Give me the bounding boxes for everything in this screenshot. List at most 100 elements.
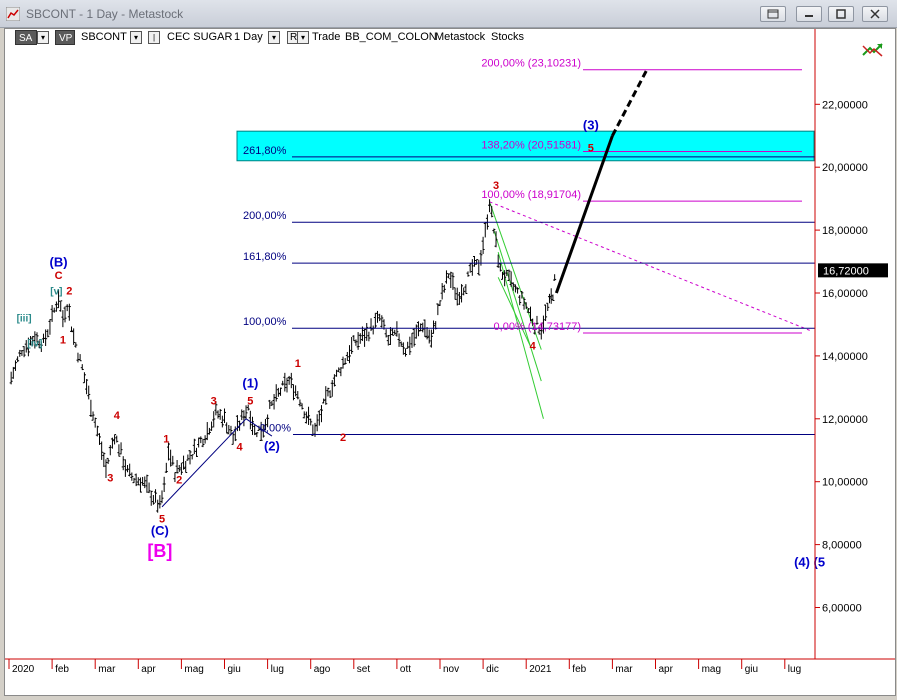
x-tick-label: mag <box>184 664 203 675</box>
period-label: 1 Day <box>234 31 263 43</box>
y-tick-label: 8,00000 <box>822 540 862 552</box>
fib-level-label: 161,80% <box>243 251 287 263</box>
x-tick-label: feb <box>572 664 586 675</box>
close-icon <box>870 9 880 19</box>
minimize-icon <box>805 15 813 17</box>
vp-button[interactable]: VP <box>55 30 75 45</box>
wave-label-red: 5 <box>588 142 594 154</box>
wave-label-red: 2 <box>66 286 72 298</box>
y-tick-label: 12,00000 <box>822 414 868 426</box>
fib-level-label: 200,00% (23,10231) <box>481 58 581 70</box>
x-tick-label: dic <box>486 664 499 675</box>
maximize-button[interactable] <box>828 6 854 22</box>
y-tick-label: 18,00000 <box>822 225 868 237</box>
channel-line <box>493 229 542 382</box>
buy-sell-arrows-icon[interactable] <box>861 41 885 59</box>
wave-label-blue: (B) <box>50 254 68 269</box>
x-tick-label: lug <box>788 664 801 675</box>
wave-label-red: 4 <box>530 341 537 353</box>
y-tick-label: 16,00000 <box>822 288 868 300</box>
wave-label-red: 3 <box>107 473 113 485</box>
projection-dashed-line <box>611 69 649 137</box>
fib-level-label: 138,20% (20,51581) <box>481 139 581 151</box>
minimize-button[interactable] <box>796 6 822 22</box>
wave-label-red: 5 <box>247 396 253 408</box>
r-dropdown[interactable]: ▾ <box>297 31 309 44</box>
wave-label-blue: (1) <box>242 375 258 390</box>
x-tick-label: 2020 <box>12 664 35 675</box>
security-selector[interactable]: | <box>148 31 160 44</box>
wave-label-red: 1 <box>60 334 66 346</box>
restore-layout-button[interactable] <box>760 6 786 22</box>
wave-label-red: 2 <box>340 432 346 444</box>
x-tick-label: feb <box>55 664 69 675</box>
fib-level-label: 100,00% <box>243 316 287 328</box>
wave-label-blue: (2) <box>264 438 280 453</box>
wave-label-red: 3 <box>493 180 499 192</box>
x-tick-label: lug <box>271 664 284 675</box>
wave-label-teal: [v] <box>50 287 62 298</box>
layout-icon <box>767 9 779 19</box>
x-tick-label: giu <box>228 664 241 675</box>
wave-label-red: 5 <box>159 514 165 526</box>
x-tick-label: apr <box>141 664 156 675</box>
trend-line <box>161 418 247 508</box>
trade-label[interactable]: Trade <box>312 31 341 43</box>
app-chart-icon <box>6 7 20 21</box>
chevron-down-icon: ▾ <box>133 33 138 42</box>
y-tick-label: 10,00000 <box>822 477 868 489</box>
app-name-label: Metastock <box>435 31 486 43</box>
period-dropdown[interactable]: ▾ <box>268 31 280 44</box>
symbol-dropdown[interactable]: ▾ <box>130 31 142 44</box>
trend-line <box>245 418 273 437</box>
y-tick-label: 20,00000 <box>822 162 868 174</box>
x-tick-label: nov <box>443 664 459 675</box>
x-tick-label: 2021 <box>529 664 552 675</box>
pipe-icon: | <box>152 33 156 42</box>
wave-label-red: 3 <box>211 396 217 408</box>
sa-dropdown[interactable]: ▾ <box>37 31 49 44</box>
chevron-down-icon: ▾ <box>40 33 45 42</box>
wave-label-red: 2 <box>176 474 182 486</box>
chevron-down-icon: ▾ <box>300 33 305 42</box>
fib-level-label: 0,00% <box>260 423 291 435</box>
last-price-label: 16,72000 <box>823 265 869 277</box>
fib-target-band <box>236 130 815 162</box>
wave-label-red: 4 <box>114 410 121 422</box>
type-label: Stocks <box>491 31 525 43</box>
fib-level-label: 261,80% <box>243 145 287 157</box>
y-tick-label: 14,00000 <box>822 351 868 363</box>
wave-label-teal: [iii] <box>17 313 32 324</box>
wave-label-red: C <box>55 270 63 282</box>
resistance-line <box>489 201 811 332</box>
wave-label-teal: [iv] <box>27 338 42 349</box>
source-label: BB_COM_COLON <box>345 31 437 43</box>
maximize-icon <box>836 9 846 19</box>
security-name: CEC SUGAR <box>167 31 233 43</box>
title-bar[interactable]: SBCONT - 1 Day - Metastock <box>0 0 897 28</box>
price-chart[interactable]: 261,80% 200,00% 161,80% 100,00% 200,00% (23,… <box>5 29 895 695</box>
fib-level-label: 200,00% <box>243 210 287 222</box>
wave-label-red: 1 <box>295 358 301 370</box>
sa-button[interactable]: SA <box>15 30 37 45</box>
wave-label-red: 1 <box>163 433 169 445</box>
symbol-label: SBCONT <box>81 31 127 43</box>
x-tick-label: mar <box>615 664 633 675</box>
chevron-down-icon: ▾ <box>271 33 276 42</box>
x-tick-label: mag <box>702 664 721 675</box>
projection-line <box>554 135 614 294</box>
y-tick-label: 22,00000 <box>822 99 868 111</box>
x-tick-label: mar <box>98 664 116 675</box>
wave-label-b-major: [B] <box>147 541 172 561</box>
channel-line <box>497 251 544 419</box>
channel-line <box>497 277 531 347</box>
chart-window[interactable]: SA ▾ VP SBCONT ▾ | CEC SUGAR 1 Day ▾ R ▾… <box>4 28 896 696</box>
fib-level-label: 100,00% (18,91704) <box>481 189 581 201</box>
close-button[interactable] <box>862 6 888 22</box>
x-tick-label: giu <box>745 664 758 675</box>
last-price-box <box>818 263 888 278</box>
fib-level-label: 0,00% (14,73177) <box>494 321 581 333</box>
x-tick-label: apr <box>659 664 674 675</box>
wave-label-red: 4 <box>237 441 244 453</box>
wave-label-blue: (C) <box>151 523 169 538</box>
